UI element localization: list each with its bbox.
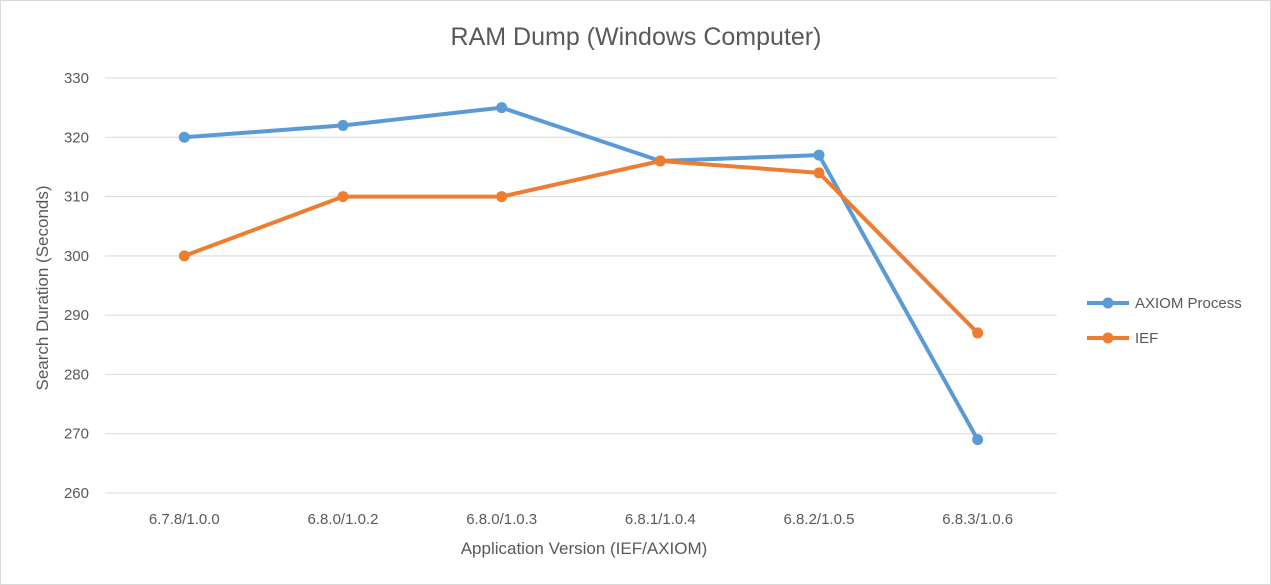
legend-label: AXIOM Process — [1135, 295, 1242, 312]
series-axiom-process — [178, 102, 984, 446]
x-tick-label: 6.8.1/1.0.4 — [625, 511, 696, 528]
legend-marker — [1102, 332, 1114, 344]
series-group — [178, 102, 984, 446]
x-tick-label: 6.8.3/1.0.6 — [942, 511, 1013, 528]
y-tick-label: 290 — [64, 307, 89, 324]
x-tick-label: 6.7.8/1.0.0 — [149, 511, 220, 528]
x-tick-label: 6.8.0/1.0.2 — [308, 511, 379, 528]
x-axis-ticks: 6.7.8/1.0.0 6.8.0/1.0.2 6.8.0/1.0.3 6.8.1/1… — [149, 511, 1013, 528]
data-point — [813, 149, 825, 161]
data-point — [972, 434, 984, 446]
data-point — [813, 167, 825, 179]
legend-item: IEF — [1087, 330, 1158, 347]
series-line — [182, 105, 980, 442]
y-axis-label: Search Duration (Seconds) — [33, 185, 52, 390]
y-tick-label: 310 — [64, 189, 89, 206]
y-tick-label: 300 — [64, 248, 89, 265]
x-axis-label: Application Version (IEF/AXIOM) — [461, 539, 708, 558]
y-tick-label: 270 — [64, 426, 89, 443]
y-tick-label: 330 — [64, 70, 89, 87]
data-point — [496, 191, 508, 203]
y-tick-label: 280 — [64, 366, 89, 383]
gridlines — [105, 77, 1057, 494]
x-tick-label: 6.8.0/1.0.3 — [466, 511, 537, 528]
legend-marker — [1102, 297, 1114, 309]
legend: AXIOM Process IEF — [1087, 295, 1242, 347]
data-point — [337, 191, 349, 203]
series-ief — [178, 155, 984, 339]
data-point — [178, 131, 190, 143]
legend-label: IEF — [1135, 330, 1158, 347]
y-tick-label: 260 — [64, 485, 89, 502]
data-point — [337, 119, 349, 131]
data-point — [972, 327, 984, 339]
legend-item: AXIOM Process — [1087, 295, 1242, 312]
data-point — [654, 155, 666, 167]
data-point — [178, 250, 190, 262]
chart-title: RAM Dump (Windows Computer) — [451, 23, 822, 51]
x-tick-label: 6.8.2/1.0.5 — [784, 511, 855, 528]
series-line — [182, 159, 980, 335]
data-point — [496, 102, 508, 114]
y-tick-label: 320 — [64, 129, 89, 146]
y-axis-ticks: 260 270 280 290 300 310 320 330 — [64, 70, 89, 502]
